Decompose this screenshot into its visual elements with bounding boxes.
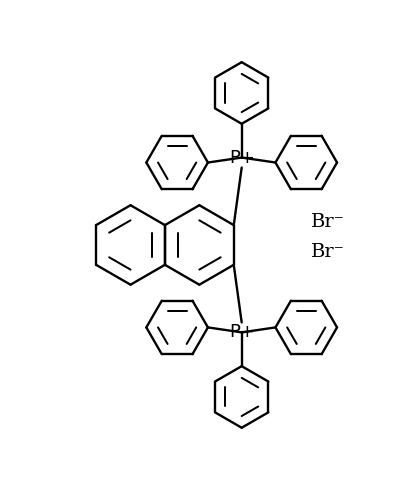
Text: Br⁻: Br⁻ bbox=[311, 243, 345, 261]
Text: Br⁻: Br⁻ bbox=[311, 213, 345, 231]
Text: P+: P+ bbox=[230, 324, 256, 341]
Text: P+: P+ bbox=[230, 148, 256, 167]
